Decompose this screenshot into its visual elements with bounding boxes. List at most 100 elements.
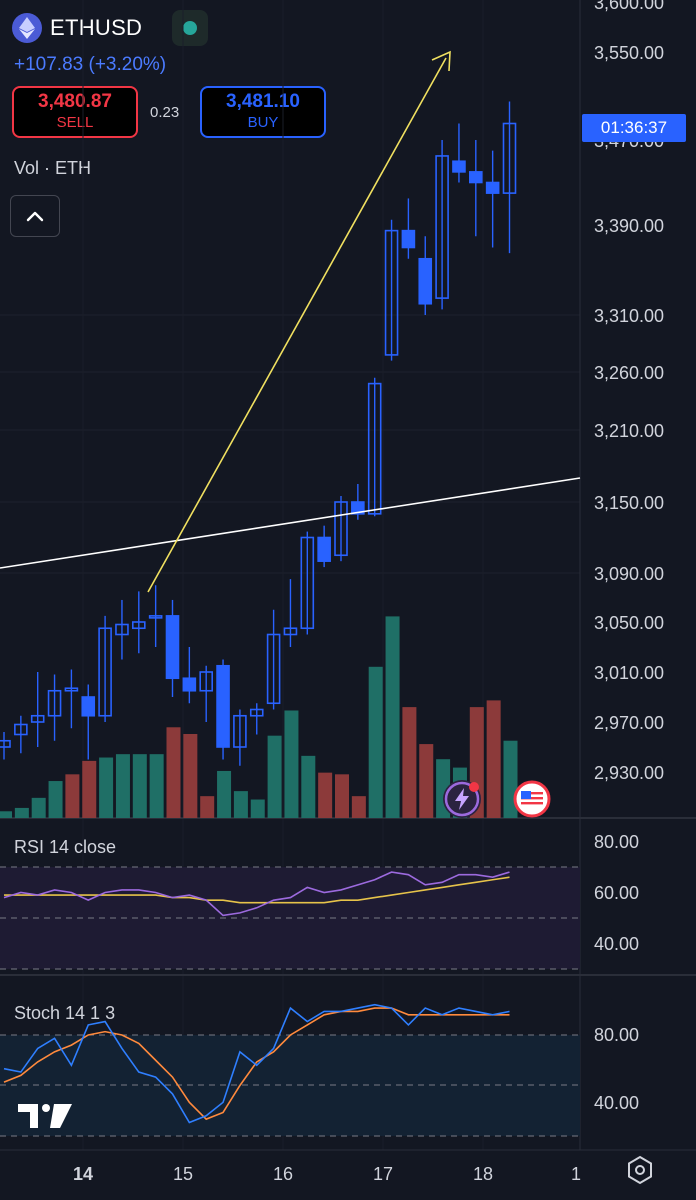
time-tick-label: 15 bbox=[173, 1164, 193, 1184]
time-tick-label: 1 bbox=[571, 1164, 581, 1184]
stoch-d-line bbox=[3, 1007, 510, 1121]
volume-bar bbox=[486, 700, 501, 818]
buy-button[interactable]: 3,481.10 BUY bbox=[200, 86, 326, 138]
volume-bar bbox=[14, 807, 29, 818]
volume-bar bbox=[200, 796, 215, 818]
price-tick-label: 3,010.00 bbox=[594, 663, 664, 683]
candle-body bbox=[30, 714, 45, 723]
symbol-row[interactable]: ETHUSD bbox=[12, 10, 209, 46]
candle-body bbox=[132, 621, 146, 630]
candle-body bbox=[14, 723, 28, 736]
price-tick-label: 3,600.00 bbox=[594, 0, 664, 13]
volume-bar bbox=[132, 754, 147, 818]
candlesticks bbox=[0, 101, 517, 766]
rsi-tick-label: 80.00 bbox=[594, 832, 639, 852]
chevron-up-icon bbox=[26, 211, 44, 222]
price-tick-label: 3,090.00 bbox=[594, 564, 664, 584]
price-tick-label: 3,050.00 bbox=[594, 613, 664, 633]
time-tick-label: 18 bbox=[473, 1164, 493, 1184]
candle-body bbox=[64, 687, 79, 692]
price-tick-label: 3,150.00 bbox=[594, 493, 664, 513]
candle-body bbox=[47, 689, 62, 717]
buy-price: 3,481.10 bbox=[226, 91, 300, 112]
volume-bar bbox=[0, 811, 12, 818]
price-axis[interactable]: 3,600.003,550.003,470.003,390.003,310.00… bbox=[594, 0, 664, 1113]
chart-header: ETHUSD +107.83 (+3.20%) 3,480.87 SELL 0.… bbox=[0, 0, 580, 240]
rsi-pane bbox=[0, 866, 580, 970]
candle-body bbox=[115, 623, 129, 636]
time-tick-label: 16 bbox=[273, 1164, 293, 1184]
grid-lines bbox=[0, 0, 696, 1151]
volume-bar bbox=[335, 774, 349, 818]
countdown-badge: 01:36:37 bbox=[582, 114, 686, 142]
buy-label: BUY bbox=[247, 114, 279, 131]
candle-body bbox=[334, 501, 348, 557]
volume-bar bbox=[217, 770, 232, 818]
candle-body bbox=[351, 501, 365, 515]
candle-body bbox=[148, 615, 163, 619]
tradingview-logo bbox=[16, 1100, 74, 1130]
settings-icon[interactable] bbox=[624, 1154, 656, 1186]
time-tick-label: 14 bbox=[73, 1164, 93, 1184]
stoch-tick-label: 80.00 bbox=[594, 1025, 639, 1045]
rsi-legend[interactable]: RSI 14 close bbox=[14, 837, 117, 857]
candle-body bbox=[199, 671, 213, 692]
stoch-pane bbox=[0, 1003, 580, 1137]
stoch-legend[interactable]: Stoch 14 1 3 bbox=[14, 1003, 116, 1023]
volume-bar bbox=[65, 774, 80, 818]
candle-body bbox=[81, 696, 96, 717]
lightning-icon[interactable] bbox=[443, 780, 481, 818]
collapse-legend-button[interactable] bbox=[10, 195, 60, 237]
spread-value: 0.23 bbox=[150, 104, 180, 121]
volume-bar bbox=[250, 799, 265, 818]
volume-bar bbox=[318, 772, 333, 818]
trend-line[interactable] bbox=[0, 477, 581, 569]
price-tick-label: 2,930.00 bbox=[594, 763, 664, 783]
sell-price: 3,480.87 bbox=[38, 91, 112, 112]
symbol-name[interactable]: ETHUSD bbox=[50, 15, 143, 40]
rsi-tick-label: 60.00 bbox=[594, 883, 639, 903]
volume-bar bbox=[82, 760, 97, 818]
candle-body bbox=[0, 739, 11, 748]
candle-body bbox=[485, 181, 500, 194]
volume-bar bbox=[115, 754, 130, 818]
price-tick-label: 3,390.00 bbox=[594, 216, 664, 236]
volume-bar bbox=[233, 791, 248, 818]
volume-bar bbox=[31, 797, 46, 818]
volume-bar bbox=[385, 616, 400, 818]
market-status-indicator[interactable] bbox=[172, 10, 209, 46]
arrow-head bbox=[431, 50, 451, 72]
volume-bar bbox=[183, 734, 198, 818]
status-dot-icon bbox=[183, 21, 198, 35]
volume-bar bbox=[99, 757, 114, 818]
candle-body bbox=[502, 122, 517, 194]
candle-body bbox=[165, 615, 180, 680]
candle-body bbox=[300, 536, 315, 630]
stoch-k-line bbox=[3, 1003, 510, 1124]
candle-body bbox=[452, 160, 466, 173]
us-flag-icon[interactable] bbox=[513, 780, 551, 818]
volume-bar bbox=[402, 707, 417, 818]
volume-bar bbox=[149, 754, 164, 818]
sell-button[interactable]: 3,480.87 SELL bbox=[12, 86, 138, 138]
volume-bar bbox=[351, 796, 366, 818]
volume-bar bbox=[301, 755, 316, 818]
time-axis[interactable]: 14 15 16 17 18 1 bbox=[73, 1164, 581, 1184]
volume-bar bbox=[166, 727, 181, 818]
stoch-tick-label: 40.00 bbox=[594, 1093, 639, 1113]
candle-body bbox=[249, 708, 264, 717]
volume-legend: Vol · ETH bbox=[14, 158, 92, 178]
candle-body bbox=[98, 627, 112, 717]
price-tick-label: 3,260.00 bbox=[594, 363, 664, 383]
trend-arrow[interactable] bbox=[147, 57, 447, 593]
time-tick-label: 17 bbox=[373, 1164, 393, 1184]
volume-bar bbox=[284, 710, 299, 818]
candle-body bbox=[401, 229, 416, 249]
candle-body bbox=[182, 677, 197, 692]
volume-bar bbox=[48, 781, 63, 818]
drawings[interactable] bbox=[0, 50, 581, 593]
candle-body bbox=[468, 171, 483, 184]
rsi-line bbox=[3, 871, 510, 917]
candle-body bbox=[266, 633, 281, 705]
